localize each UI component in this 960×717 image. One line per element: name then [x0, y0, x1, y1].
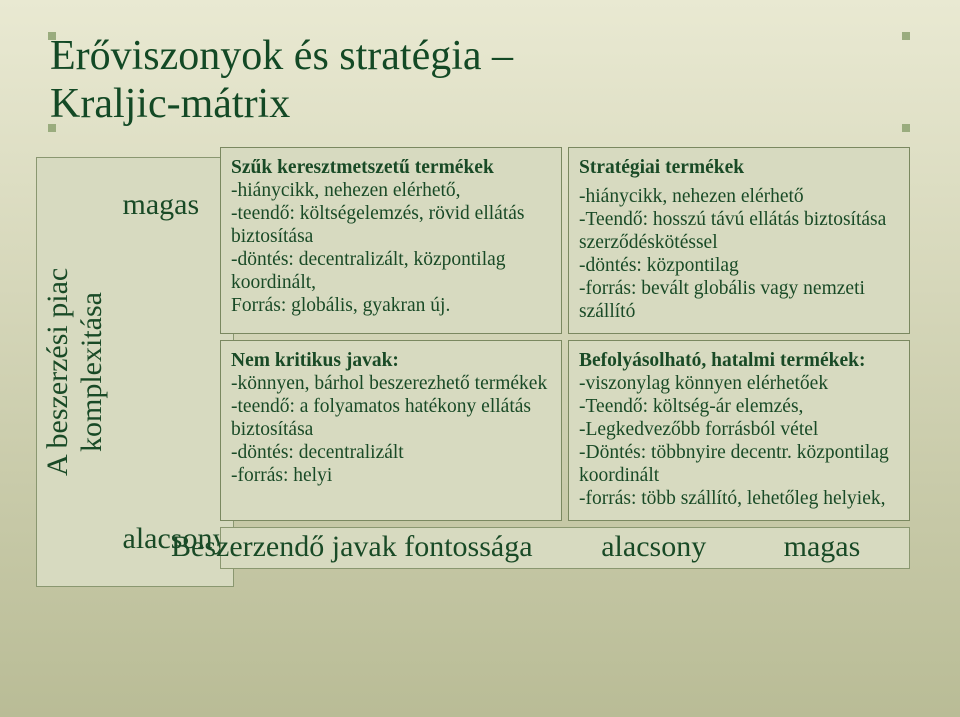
cell-heading: Nem kritikus javak:	[231, 349, 551, 372]
x-tick-low: alacsony	[601, 530, 706, 564]
bullet-icon	[48, 32, 56, 40]
cell-line: -Legkedvezőbb forrásból vétel	[579, 418, 899, 441]
cell-line: -forrás: több szállító, lehetőleg helyie…	[579, 487, 899, 510]
cell-noncritical: Nem kritikus javak: -könnyen, bárhol bes…	[220, 340, 562, 521]
cell-line: -viszonylag könnyen elérhetőek	[579, 372, 899, 395]
x-tick-high: magas	[784, 530, 861, 564]
page-title: Erőviszonyok és stratégia – Kraljic-mátr…	[50, 32, 910, 129]
cell-line: -Döntés: többnyire decentr. központilag …	[579, 441, 899, 487]
title-line2: Kraljic-mátrix	[50, 81, 290, 127]
y-axis-ticks: magas alacsony	[113, 158, 234, 586]
x-axis-ticks: alacsony magas	[563, 530, 899, 564]
cell-heading: Stratégiai termékek	[579, 156, 899, 179]
cell-line: -forrás: helyi	[231, 464, 551, 487]
title-line1: Erőviszonyok és stratégia –	[50, 33, 513, 79]
cell-strategic: Stratégiai termékek -hiánycikk, nehezen …	[568, 147, 910, 334]
y-tick-high: magas	[123, 188, 228, 222]
cell-leverage: Befolyásolható, hatalmi termékek: -viszo…	[568, 340, 910, 521]
x-axis: Beszerzendő javak fontossága alacsony ma…	[220, 527, 910, 569]
cell-heading: Befolyásolható, hatalmi termékek:	[579, 349, 899, 372]
y-axis: A beszerzési piac komplexitása magas ala…	[50, 147, 220, 587]
cell-line: -hiánycikk, nehezen elérhető	[579, 185, 899, 208]
cell-line: -könnyen, bárhol beszerezhető termékek	[231, 372, 551, 395]
cell-line: -teendő: a folyamatos hatékony ellátás b…	[231, 395, 551, 441]
cell-line: -döntés: decentralizált	[231, 441, 551, 464]
cell-line: -döntés: decentralizált, központilag koo…	[231, 248, 551, 294]
x-axis-label: Beszerzendő javak fontossága	[171, 530, 533, 564]
cell-line: Forrás: globális, gyakran új.	[231, 294, 551, 317]
y-axis-label: A beszerzési piac komplexitása	[37, 158, 113, 586]
bullet-icon	[902, 124, 910, 132]
cell-heading: Szűk keresztmetszetű termékek	[231, 156, 551, 179]
cell-line: -forrás: bevált globális vagy nemzeti sz…	[579, 277, 899, 323]
cell-bottleneck: Szűk keresztmetszetű termékek -hiánycikk…	[220, 147, 562, 334]
cell-line: -Teendő: hosszú távú ellátás biztosítása…	[579, 208, 899, 254]
bullet-icon	[48, 124, 56, 132]
matrix-grid: Szűk keresztmetszetű termékek -hiánycikk…	[220, 147, 910, 521]
kraljic-matrix: A beszerzési piac komplexitása magas ala…	[50, 147, 910, 587]
bullet-icon	[902, 32, 910, 40]
cell-line: -hiánycikk, nehezen elérhető,	[231, 179, 551, 202]
cell-line: -döntés: központilag	[579, 254, 899, 277]
cell-line: -teendő: költségelemzés, rövid ellátás b…	[231, 202, 551, 248]
cell-line: -Teendő: költség-ár elemzés,	[579, 395, 899, 418]
